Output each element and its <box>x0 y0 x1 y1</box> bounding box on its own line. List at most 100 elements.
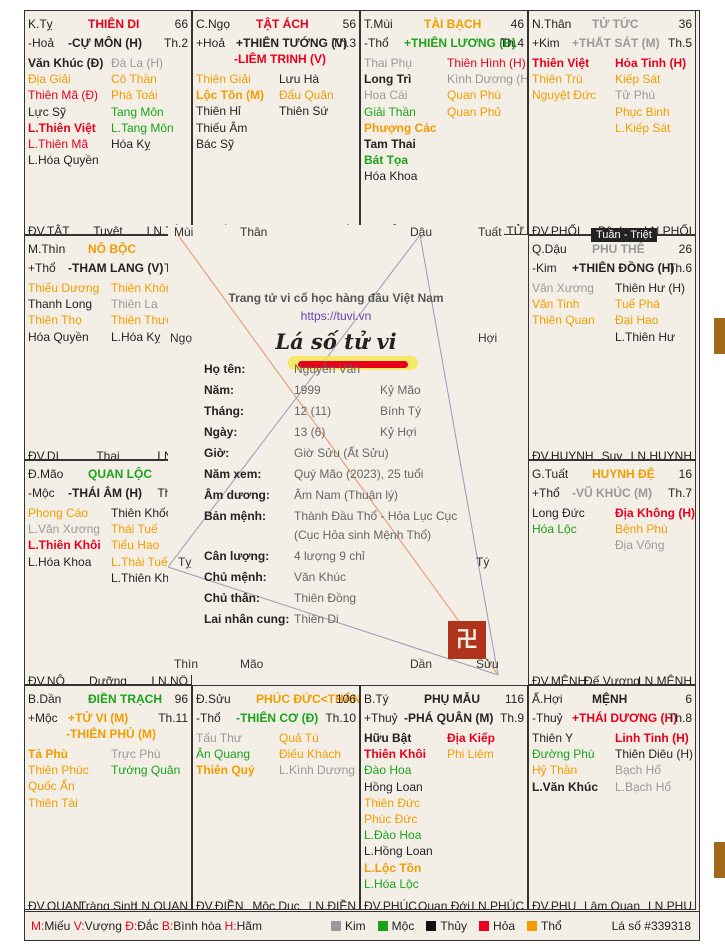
palace-tuat[interactable]: G.Tuất HUYNH ĐỆ 16 +Thổ -VŨ KHÚC (M) Th.7 Long… <box>528 460 696 685</box>
tuan-triet-badge: Tuần - Triệt <box>591 228 657 242</box>
palace-footer-right: LN.ĐIỀN <box>308 899 356 910</box>
color-swatch-icon <box>331 921 341 931</box>
minor-star: L.Lộc Tồn <box>364 860 422 875</box>
palace-header-1: ĐIỀN TRẠCH <box>88 692 162 706</box>
palace-footer-left: ĐV.NÔ <box>28 674 65 685</box>
palace-footer-left: ĐV.ĐIỀN <box>196 899 244 910</box>
palace-ti[interactable]: B.Tý PHỤ MẪU 116 +Thuỷ -PHÁ QUÂN (M) Th.9 Hữu … <box>360 685 528 910</box>
minor-star: Địa Kiếp <box>447 731 496 745</box>
minor-star: Phá Toái <box>111 88 158 103</box>
palace-star-0: -Thổ <box>364 36 389 50</box>
minor-star: Thiên Mã (Đ) <box>28 88 99 103</box>
minor-star: L.Hóa Lộc <box>364 876 419 891</box>
legend-element: Thổ <box>527 919 562 933</box>
palace-header-1: QUAN LỘC <box>88 467 152 481</box>
palace-star-0: -Thổ <box>196 711 221 725</box>
minor-star: Phi Liêm <box>447 747 494 762</box>
legend-key: B:Bình hòa <box>161 919 222 933</box>
minor-star: Văn Khúc (Đ) <box>28 56 104 70</box>
minor-star: Thiên Hình (H) <box>447 56 526 70</box>
info-value-2: Kỷ Mão <box>380 383 421 397</box>
palace-header-1: HUYNH ĐỆ <box>592 467 655 481</box>
palace-mui[interactable]: T.Mùi TÀI BẠCH 46 -Thổ +THIÊN LƯƠNG (Đ) Th.4 T… <box>360 10 528 235</box>
site-seal: 卍 <box>448 621 486 659</box>
minor-star: Phúc Đức <box>364 812 418 827</box>
minor-star: Thai Phụ <box>364 56 413 70</box>
palace-star-0: -Mộc <box>28 486 55 500</box>
palace-footer-mid: Đế Vượng <box>584 674 640 685</box>
palace-footer-right: LN.NÔ <box>151 674 188 685</box>
legend-bar: M:Miếu V:Vượng Đ:Đắc B:Bình hòa H:Hãm Ki… <box>24 911 700 941</box>
minor-star: Kiếp Sát <box>615 72 661 87</box>
palace-star-2: Th.10 <box>325 711 356 725</box>
minor-star: L.Văn Xương <box>28 522 100 537</box>
palace-star-2: Th.7 <box>667 486 692 500</box>
minor-star: Thiên Đức <box>364 795 421 810</box>
info-label: Chủ thân: <box>204 591 260 605</box>
color-swatch-icon <box>527 921 538 931</box>
palace-header-2: 6 <box>685 692 692 706</box>
info-value-2: Kỷ Hợi <box>380 425 417 439</box>
minor-star: Địa Giải <box>28 72 71 87</box>
palace-star-0: -Kim <box>532 261 557 275</box>
legend-element: Kim <box>331 919 366 933</box>
minor-star: L.Kiếp Sát <box>615 120 671 135</box>
minor-star: Tử Phù <box>615 88 656 103</box>
minor-star: Hồng Loan <box>364 779 423 794</box>
palace-header-0: B.Dần <box>28 692 62 706</box>
palace-star-0: -Thuỷ <box>532 711 563 725</box>
info-value: 12 (11) <box>294 404 332 418</box>
palace-header-0: Đ.Sửu <box>196 692 231 706</box>
info-label: Tháng: <box>204 404 244 418</box>
palace-header-0: Đ.Mão <box>28 467 64 481</box>
palace-header-2: 96 <box>174 692 188 706</box>
palace-footer-right: LN.PHÚC <box>471 899 524 910</box>
minor-star: Thiên Sứ <box>279 104 329 119</box>
palace-ngo[interactable]: C.Ngọ TẬT ÁCH 56 +Hoả +THIÊN TƯỚNG (V) Th.3 -L… <box>192 10 360 235</box>
corner-tuat: Tuất <box>478 225 502 239</box>
minor-star: Tam Thai <box>364 137 416 152</box>
palace-header-0: Ấ.Hợi <box>532 692 563 706</box>
info-value: 13 (6) <box>294 425 326 439</box>
minor-star: Thiếu Dương <box>28 281 100 295</box>
palace-star-2: Th.4 <box>499 36 524 50</box>
corner-dan: Dần <box>410 657 433 671</box>
minor-star: Thanh Long <box>28 297 93 312</box>
palace-ty[interactable]: K.Tỵ THIÊN DI 66 -Hoả -CỰ MÔN (H) Th.2 Văn Khú… <box>24 10 192 235</box>
minor-star: Phong Cáo <box>28 506 89 520</box>
info-value: 1999 <box>294 383 321 397</box>
palace-than[interactable]: N.Thân TỬ TỨC 36 +Kim +THẤT SÁT (M) Th.5 Thiên… <box>528 10 696 235</box>
corner-dau: Dậu <box>410 225 433 239</box>
minor-star: Hóa Kỵ <box>111 137 151 152</box>
minor-star: Thiên Y <box>532 731 574 745</box>
minor-star: Thiếu Âm <box>196 120 248 135</box>
palace-header-0: N.Thân <box>532 17 572 31</box>
corner-ngo: Ngọ <box>170 331 193 345</box>
palace-dau[interactable]: Q.Dậu PHU THÊ 26 -Kim +THIÊN ĐỒNG (H) Th.6 Văn… <box>528 235 696 460</box>
palace-header-1: TẬT ÁCH <box>256 17 309 31</box>
minor-star: L.Thiên Hư <box>615 329 676 344</box>
legend-key: M:Miếu <box>31 919 71 933</box>
palace-header-2: 66 <box>174 17 188 31</box>
palace-dan[interactable]: B.Dần ĐIỀN TRẠCH 96 +Mộc +TỬ VI (M) Th.11 -THI… <box>24 685 192 910</box>
palace-suu[interactable]: Đ.Sửu PHÚC ĐỨC<THÂN> 106 -Thổ -THIÊN CƠ (Đ) T… <box>192 685 360 910</box>
minor-star: Phượng Các <box>364 120 437 135</box>
site-url[interactable]: https://tuvi.vn <box>300 309 372 323</box>
info-value: (Cục Hỏa sinh Mệnh Thổ) <box>294 528 432 542</box>
legend-element: Hỏa <box>479 919 515 933</box>
corner-ty2: Tý <box>476 555 490 569</box>
minor-star: Thiên Không <box>111 281 180 295</box>
info-label: Năm xem: <box>204 467 262 481</box>
minor-star: Hóa Quyền <box>28 329 89 344</box>
info-value-2: Bính Tý <box>380 404 422 418</box>
palace-hoi[interactable]: Ấ.Hợi MỆNH 6 -Thuỷ +THÁI DƯƠNG (H) Th.8 Thiên … <box>528 685 696 910</box>
palace-header-1: PHU THÊ <box>592 242 645 256</box>
minor-star: Thiên Giải <box>196 72 251 86</box>
minor-star: L.Hồng Loan <box>364 844 433 859</box>
info-label: Bản mệnh: <box>204 509 267 523</box>
corner-thin: Thìn <box>174 657 199 671</box>
palace-header-1: THIÊN DI <box>88 17 140 31</box>
minor-star: Kình Dương (H) <box>447 72 528 87</box>
